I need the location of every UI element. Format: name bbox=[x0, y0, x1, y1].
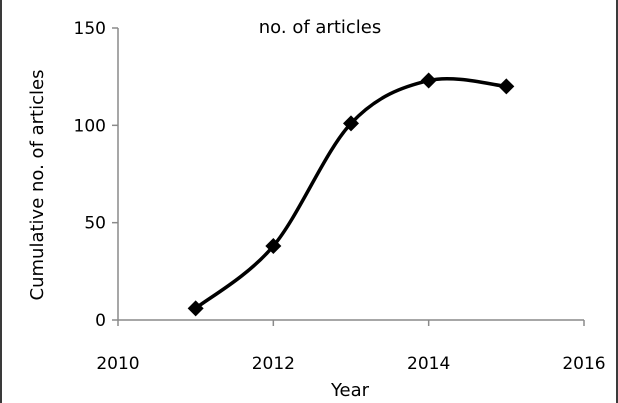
axes bbox=[112, 27, 585, 326]
chart-title: no. of articles bbox=[259, 17, 381, 38]
data-point bbox=[265, 238, 282, 255]
series-line bbox=[194, 76, 507, 310]
data-point bbox=[420, 72, 437, 89]
y-tick-label: 0 bbox=[95, 311, 106, 331]
data-point bbox=[343, 115, 359, 132]
x-tick-label: 2016 bbox=[562, 354, 605, 374]
x-tick-label: 2010 bbox=[96, 354, 139, 374]
data-point bbox=[187, 300, 204, 317]
series-markers bbox=[187, 72, 515, 317]
x-tick-label: 2014 bbox=[407, 354, 450, 374]
x-axis-title: Year bbox=[330, 380, 370, 401]
tick-labels: 0 50 100 150 2010 2012 2014 2016 bbox=[74, 19, 606, 374]
y-tick-label: 50 bbox=[84, 214, 106, 234]
x-tick-label: 2012 bbox=[252, 354, 295, 374]
y-tick-label: 150 bbox=[74, 19, 106, 39]
data-point bbox=[498, 78, 515, 95]
y-axis-title: Cumulative no. of articles bbox=[27, 70, 48, 301]
y-tick-label: 100 bbox=[74, 116, 106, 136]
